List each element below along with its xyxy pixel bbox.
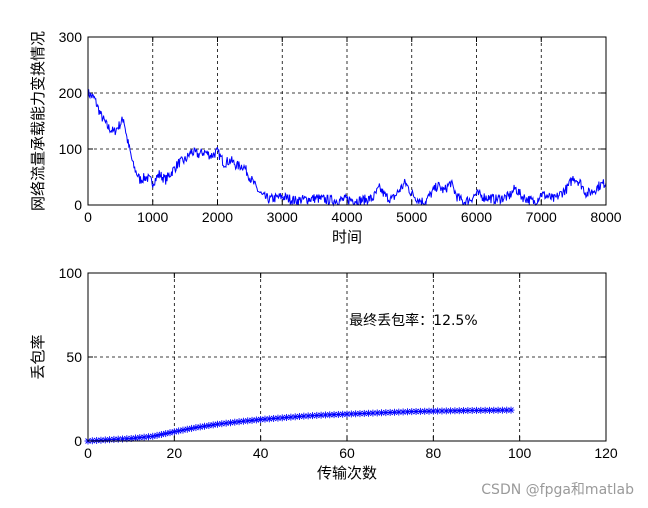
x-tick-label: 1000: [137, 209, 168, 225]
data-point-marker: [503, 406, 511, 414]
data-point-marker: [390, 408, 398, 416]
x-tick-label: 7000: [526, 209, 557, 225]
data-point-marker: [347, 410, 355, 418]
data-point-marker: [183, 425, 191, 433]
final-loss-annotation: 最终丢包率：12.5%: [349, 312, 477, 329]
x-axis-label: 时间: [332, 228, 362, 246]
series-line-0: [87, 89, 607, 207]
y-tick-label: 0: [74, 433, 82, 449]
packet-loss-chart: 0 20 40 60 80 100 120 0 50 100 传输次数 丢包率: [29, 265, 618, 482]
data-point-marker: [93, 436, 101, 444]
y-tick-label: 100: [59, 141, 83, 157]
x-tick-label: 20: [167, 445, 183, 461]
x-axis-label: 传输次数: [317, 464, 377, 482]
plot-frame: [87, 272, 607, 442]
data-point-marker: [308, 412, 316, 420]
data-point-marker: [382, 409, 390, 417]
data-point-marker: [464, 407, 472, 415]
data-point-marker: [179, 426, 187, 434]
data-point-marker: [421, 407, 429, 415]
x-tick-label: 0: [84, 209, 92, 225]
data-point-marker: [317, 411, 325, 419]
y-tick-label: 300: [59, 29, 83, 45]
x-tick-label: 4000: [331, 209, 362, 225]
data-point-marker: [300, 412, 308, 420]
data-point-marker: [365, 409, 373, 417]
x-tick-label: 3000: [267, 209, 298, 225]
data-point-marker: [477, 406, 485, 414]
data-point-marker: [507, 406, 515, 414]
x-tick-label: 40: [253, 445, 269, 461]
data-point-marker: [175, 427, 183, 435]
data-point-marker: [416, 407, 424, 415]
data-point-marker: [162, 430, 170, 438]
x-tick-label: 5000: [396, 209, 427, 225]
y-tick-label: 50: [66, 349, 82, 365]
x-tick-label: 6000: [461, 209, 492, 225]
data-point-marker: [313, 411, 321, 419]
data-point-marker: [485, 406, 493, 414]
y-tick-label: 200: [59, 85, 83, 101]
y-tick-label: 0: [74, 197, 82, 213]
data-point-marker: [170, 428, 178, 436]
data-point-marker: [283, 413, 291, 421]
watermark: CSDN @fpga和matlab: [481, 482, 634, 498]
data-point-marker: [149, 432, 157, 440]
x-tick-label: 120: [594, 445, 618, 461]
traffic-capacity-chart: 0 1000 2000 3000 4000 5000 6000 7000 8000 0 100 200…: [29, 29, 622, 246]
x-tick-label: 2000: [202, 209, 233, 225]
data-point-marker: [157, 430, 165, 438]
data-point-marker: [339, 410, 347, 418]
data-point-marker: [473, 406, 480, 414]
y-axis-label: 丢包率: [29, 334, 47, 379]
data-point-marker: [166, 429, 174, 437]
data-point-marker: [494, 406, 502, 414]
x-tick-label: 80: [426, 445, 442, 461]
data-point-marker: [403, 408, 411, 416]
y-axis-label: 网络流量承载能力变换情况: [29, 31, 47, 211]
data-point-marker: [442, 407, 450, 415]
data-point-marker: [291, 413, 299, 421]
x-tick-label: 60: [339, 445, 355, 461]
data-point-marker: [153, 431, 161, 439]
x-tick-label: 100: [508, 445, 532, 461]
y-tick-label: 100: [59, 265, 83, 281]
data-point-marker: [226, 419, 234, 427]
plot-frame: [87, 36, 607, 206]
x-tick-label: 0: [84, 445, 92, 461]
x-tick-label: 8000: [590, 209, 621, 225]
data-point-marker: [434, 407, 442, 415]
data-point-marker: [188, 424, 196, 432]
